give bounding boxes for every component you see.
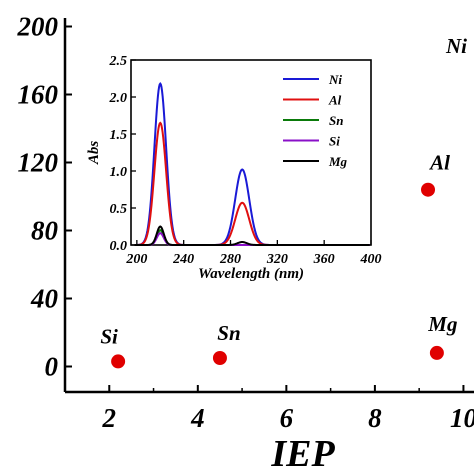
point-label-si: Si — [100, 324, 118, 348]
main-x-tick-label: 6 — [280, 403, 294, 433]
inset-x-tick-label: 360 — [313, 252, 335, 267]
scatter-point-si — [111, 354, 126, 369]
inset-series-line-mg — [134, 225, 370, 246]
inset-x-tick-label: 320 — [266, 252, 288, 267]
main-x-tick-label: 10 — [450, 403, 474, 433]
main-y-tick-label: 200 — [17, 12, 59, 42]
main-y-tick-label: 40 — [30, 284, 59, 314]
inset-y-tick-label: 0.5 — [110, 202, 128, 217]
inset-x-tick-label: 240 — [172, 252, 194, 267]
main-x-tick-label: 4 — [190, 403, 205, 433]
inset-y-tick-label: 0.0 — [110, 239, 128, 254]
main-x-tick-label: 2 — [102, 403, 117, 433]
inset-x-tick-label: 280 — [219, 252, 241, 267]
legend-label-ni: Ni — [328, 72, 342, 87]
point-label-ni: Ni — [445, 34, 467, 58]
main-x-axis-label: IEP — [270, 433, 335, 474]
inset-y-tick-label: 2.5 — [109, 54, 128, 69]
point-label-mg: Mg — [427, 312, 457, 336]
point-label-al: Al — [428, 151, 450, 175]
point-label-sn: Sn — [217, 321, 240, 345]
inset-x-axis-label: Wavelength (nm) — [198, 266, 304, 282]
legend-label-mg: Mg — [328, 154, 348, 169]
inset-y-tick-label: 1.0 — [110, 165, 128, 180]
main-y-tick-label: 120 — [18, 148, 59, 178]
main-y-tick-label: 80 — [31, 216, 59, 246]
inset-y-tick-label: 2.0 — [109, 91, 128, 106]
inset-x-tick-label: 400 — [360, 252, 382, 267]
legend-label-si: Si — [329, 134, 340, 149]
scatter-point-mg — [429, 345, 444, 360]
scatter-point-al — [421, 182, 436, 197]
main-scatter-chart: 0 40 80 120 160 200 2 4 6 8 10 IEP Si Sn Al Mg Ni — [17, 12, 474, 474]
main-x-tick-label: 8 — [368, 403, 382, 433]
legend-label-al: Al — [328, 93, 342, 108]
main-y-tick-label: 160 — [18, 80, 59, 110]
inset-y-axis-label: Abs — [86, 141, 102, 166]
inset-y-tick-label: 1.5 — [110, 128, 128, 143]
inset-absorbance-chart: 0.0 0.5 1.0 1.5 2.0 2.5 200 240 280 320 360 400 Wave… — [86, 54, 382, 282]
legend-label-sn: Sn — [329, 113, 343, 128]
scatter-point-sn — [212, 351, 227, 365]
main-y-tick-label: 0 — [45, 352, 59, 382]
inset-x-tick-label: 200 — [125, 252, 147, 267]
